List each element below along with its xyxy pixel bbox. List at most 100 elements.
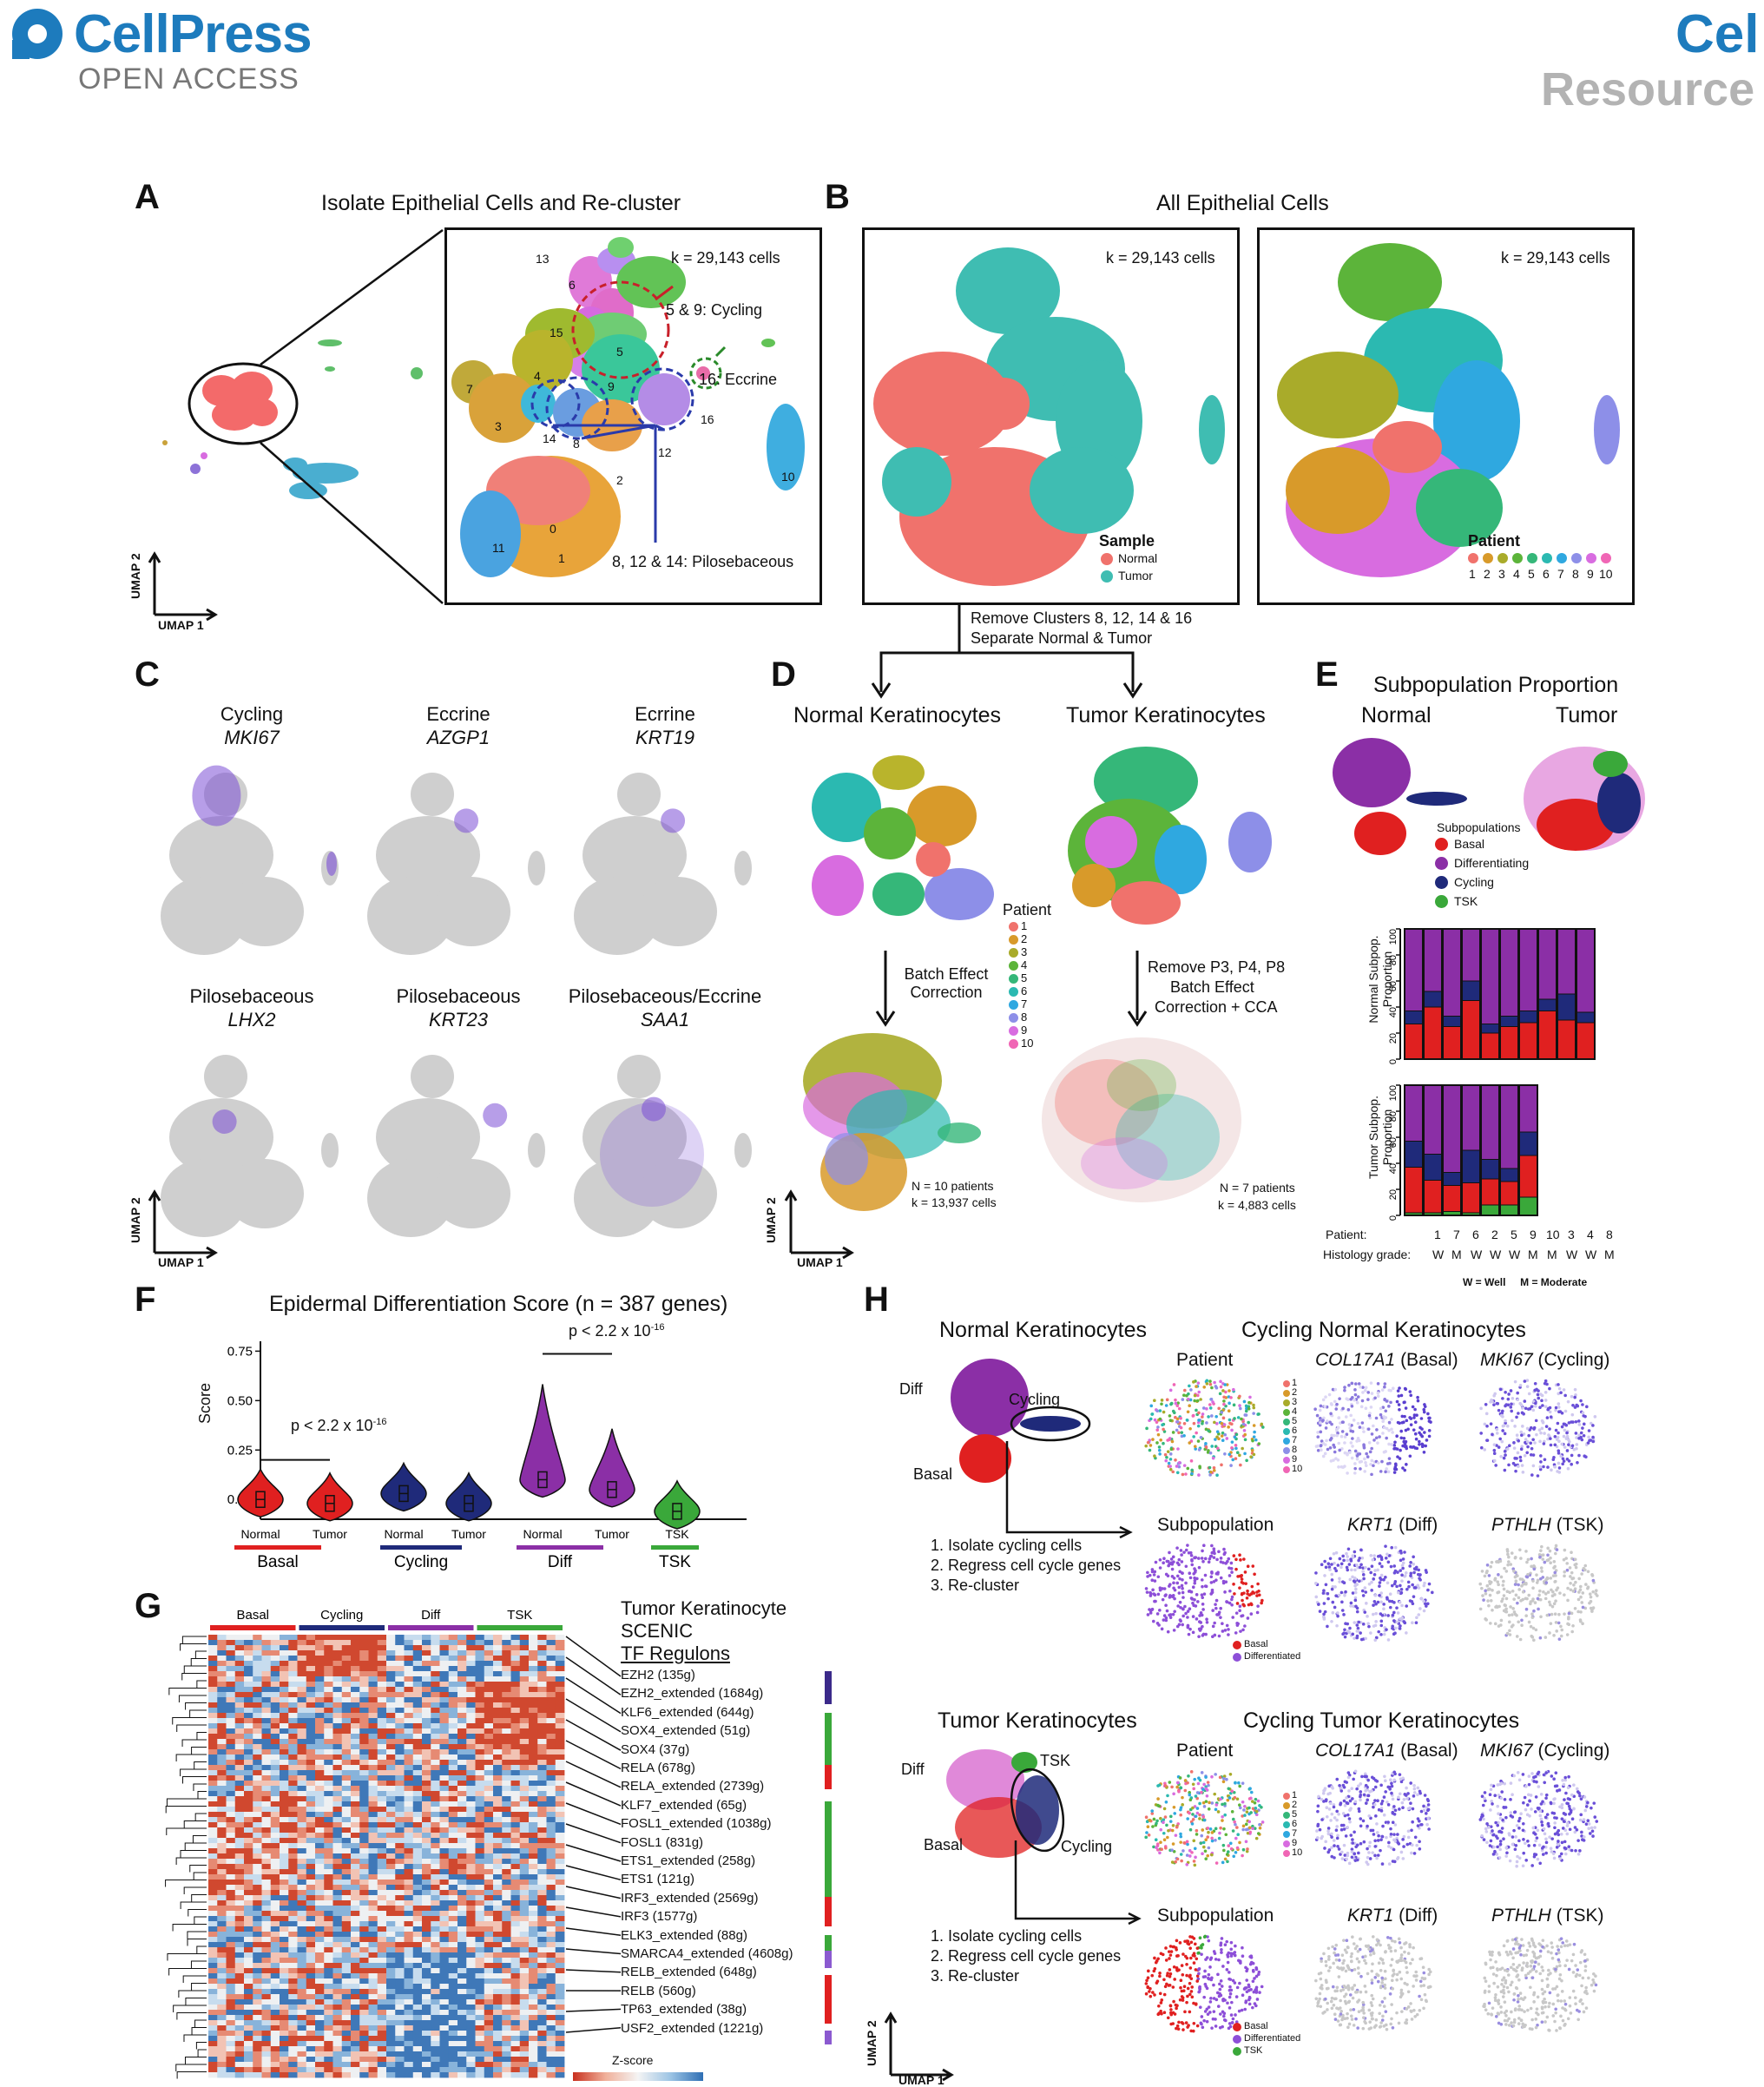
heatmap-cell [359, 1713, 369, 1718]
cell-point [1222, 1403, 1226, 1406]
heatmap-cell [476, 1734, 485, 1739]
heatmap-cell [315, 1999, 325, 2005]
heatmap-cell [405, 1807, 414, 1812]
heatmap-cell [457, 1708, 467, 1713]
heatmap-cell [413, 1900, 423, 1906]
heatmap-cell [359, 1926, 369, 1932]
heatmap-cell [386, 1921, 396, 1926]
heatmap-cell [422, 2067, 431, 2072]
heatmap-cell [217, 1833, 227, 1838]
heatmap-cell [493, 1984, 503, 1989]
heatmap-cell [405, 1937, 414, 1942]
heatmap-cell [493, 1739, 503, 1744]
heatmap-cell [457, 1775, 467, 1781]
panel-h-normal-cycling-title: Cycling Normal Keratinocytes [1241, 1318, 1526, 1343]
cell-point [1387, 1471, 1391, 1474]
cell-point [1408, 1416, 1412, 1419]
bar-segment-cycling [1500, 1017, 1518, 1027]
heatmap-cell [235, 1947, 245, 1952]
heatmap-cell [342, 1864, 352, 1869]
heatmap-cell [547, 1718, 556, 1723]
heatmap-cell [298, 1947, 307, 1952]
heatmap-cell [547, 1812, 556, 1817]
heatmap-cell [502, 1848, 511, 1853]
cell-point [1187, 1398, 1190, 1401]
heatmap-cell [280, 1796, 289, 1801]
cell-point [1205, 1407, 1208, 1411]
heatmap-cell [253, 1713, 262, 1718]
heatmap-cell [537, 1827, 547, 1833]
heatmap-group-bar [210, 1625, 296, 1630]
heatmap-cell [556, 1749, 565, 1755]
heatmap-cell [476, 2051, 485, 2057]
heatmap-cell [280, 1890, 289, 1895]
heatmap-cell [333, 2010, 343, 2015]
heatmap-cell [405, 1687, 414, 1692]
heatmap-cell [529, 2051, 538, 2057]
heatmap-cell [262, 1807, 272, 1812]
bar-segment-basal [1462, 1183, 1480, 1214]
heatmap-cell [395, 1848, 405, 1853]
heatmap-cell [235, 1749, 245, 1755]
heatmap-cell [476, 1942, 485, 1947]
heatmap-cell [493, 1775, 503, 1781]
heatmap-cell [298, 1937, 307, 1942]
heatmap-group-bar [299, 1625, 385, 1630]
heatmap-cell [227, 1708, 236, 1713]
heatmap-cell [306, 1932, 316, 1937]
heatmap-cell [253, 1848, 262, 1853]
heatmap-cell [386, 1999, 396, 2005]
heatmap-cell [244, 1666, 253, 1671]
heatmap-cell [484, 1755, 494, 1760]
heatmap-cell [537, 1755, 547, 1760]
heatmap-cell [547, 1671, 556, 1676]
heatmap-cell [315, 1968, 325, 1973]
heatmap-cell [208, 2015, 218, 2020]
feature-group-label: Pilosebaceous [152, 985, 352, 1008]
heatmap-cell [395, 1728, 405, 1734]
cell-point [1153, 1454, 1156, 1458]
heatmap-cell [431, 1895, 440, 1900]
heatmap-cell [431, 1874, 440, 1880]
heatmap-group-bar [388, 1625, 474, 1630]
heatmap-cell [431, 1692, 440, 1697]
heatmap-cell [244, 1911, 253, 1916]
cell-point [1393, 1471, 1397, 1474]
heatmap-cell [556, 2031, 565, 2036]
cluster-label: 9 [608, 379, 615, 393]
heatmap-cell [324, 1682, 333, 1687]
heatmap-cell [520, 1973, 530, 1978]
cell-point [1187, 1392, 1190, 1396]
heatmap-cell [359, 2072, 369, 2077]
heatmap-cell [537, 1874, 547, 1880]
heatmap-cell [431, 1708, 440, 1713]
cell-point [1539, 1392, 1543, 1396]
heatmap-cell [476, 1744, 485, 1749]
heatmap-cell [271, 1958, 280, 1963]
heatmap-cell [431, 1880, 440, 1885]
heatmap-cell [288, 1895, 298, 1900]
heatmap-cell [333, 1687, 343, 1692]
heatmap-cell [449, 2036, 458, 2041]
heatmap-cell [351, 1734, 360, 1739]
heatmap-cell [378, 1874, 387, 1880]
panel-b-cell-count-left: k = 29,143 cells [1106, 249, 1215, 267]
cell-point [1190, 1564, 1194, 1567]
cell-point [1202, 1386, 1206, 1389]
heatmap-cell [342, 1713, 352, 1718]
cell-point [1326, 1448, 1330, 1452]
cell-point [1426, 1412, 1430, 1416]
heatmap-cell [520, 2072, 530, 2077]
heatmap-cell [476, 1635, 485, 1640]
cell-point [1544, 1399, 1548, 1402]
heatmap-cell [520, 1822, 530, 1827]
heatmap-cell [529, 2057, 538, 2062]
heatmap-cell [244, 1843, 253, 1848]
cell-point [1158, 1452, 1162, 1456]
heatmap-cell [351, 1770, 360, 1775]
violin-tsk-tsk [655, 1481, 700, 1529]
cell-point [1420, 1435, 1424, 1439]
cell-point [1583, 1454, 1586, 1458]
heatmap-cell [520, 2036, 530, 2041]
heatmap-cell [280, 2041, 289, 2046]
